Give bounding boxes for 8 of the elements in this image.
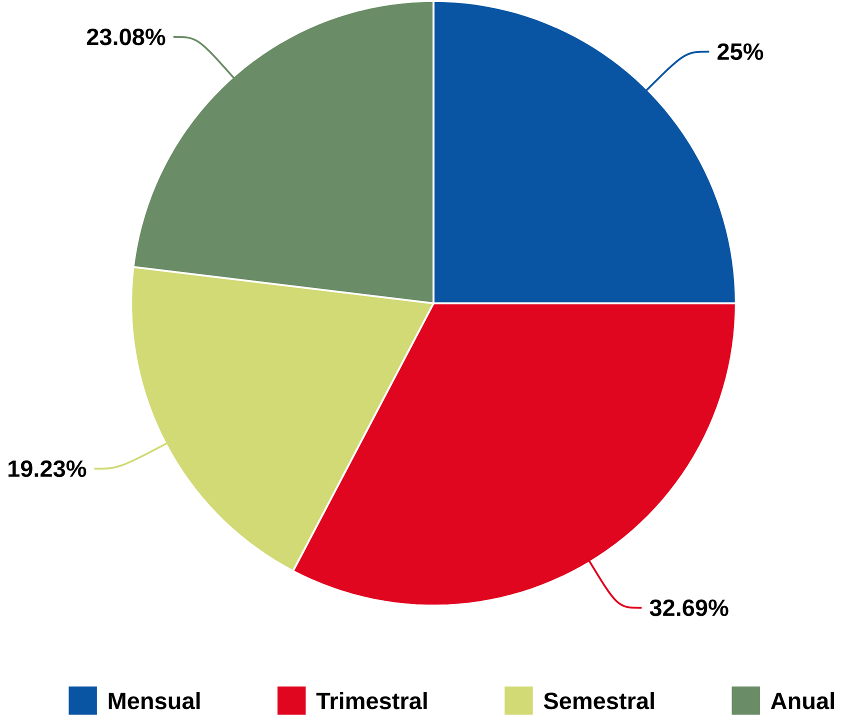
data-label: 23.08% [86,28,166,46]
data-label: 32.69% [650,600,728,616]
legend-label: Trimestral [316,692,427,710]
data-label: 25% [718,43,764,60]
legend-label: Semestral [544,692,654,710]
data-label: 19.23% [8,460,86,478]
legend-label: Anual [770,692,834,710]
legend-label: Mensual [108,692,200,710]
